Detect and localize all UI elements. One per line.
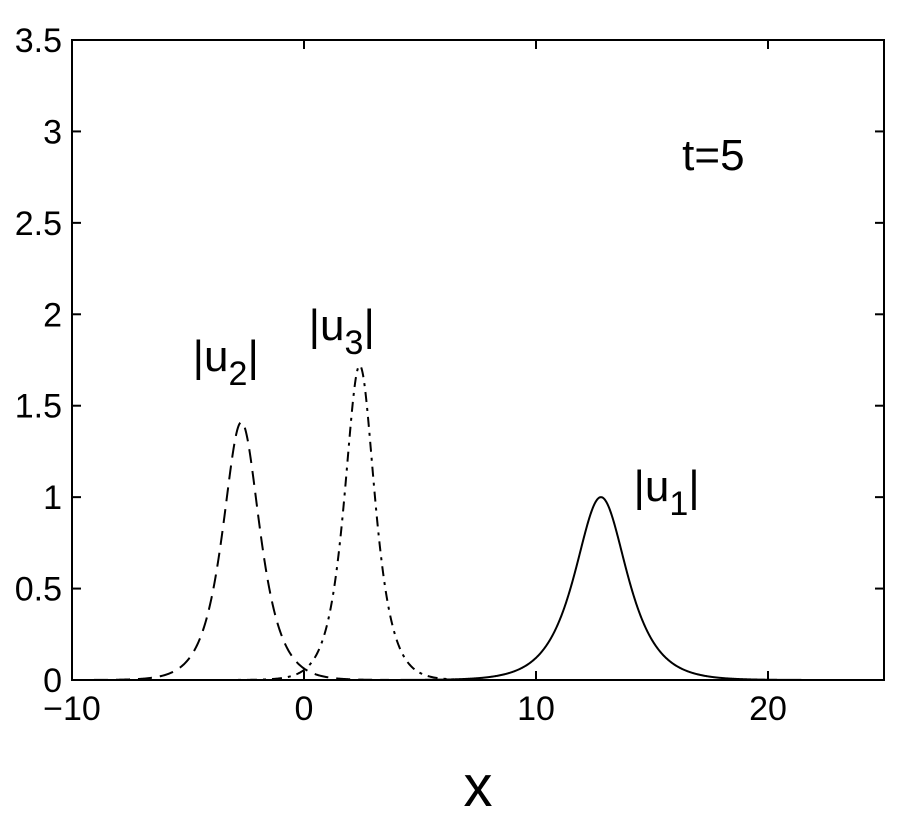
- annotation-subscript: 3: [345, 324, 364, 362]
- y-tick-label: 0.5: [15, 571, 62, 609]
- annotation-close: |: [363, 301, 374, 350]
- series-line-u1: [72, 496, 884, 681]
- annotation-base: |u: [309, 301, 345, 350]
- annotation-base: |u: [633, 462, 669, 511]
- y-tick-label: 1: [43, 479, 62, 517]
- y-tick-label: 3: [43, 113, 62, 151]
- y-tick-label: 2.5: [15, 205, 62, 243]
- annotation-u2: |u2|: [193, 332, 259, 393]
- annotation-u1: |u1|: [633, 462, 699, 523]
- x-tick-label: 10: [517, 690, 555, 728]
- x-tick-label: 0: [295, 690, 314, 728]
- y-tick-label: 2: [43, 296, 62, 334]
- series-line-u3: [72, 364, 884, 681]
- x-tick-label: −10: [43, 690, 101, 728]
- annotation-base: |u: [193, 332, 229, 381]
- x-tick-label: 20: [749, 690, 787, 728]
- x-axis-label: x: [464, 754, 493, 819]
- annotation-subscript: 1: [669, 485, 688, 523]
- y-tick-label: 0: [43, 662, 62, 700]
- annotation-time: t=5: [682, 131, 744, 180]
- annotation-close: |: [688, 462, 699, 511]
- y-tick-label: 3.5: [15, 22, 62, 60]
- annotation-close: |: [247, 332, 258, 381]
- annotation-subscript: 2: [229, 355, 248, 393]
- annotation-u3: |u3|: [309, 301, 375, 362]
- y-tick-label: 1.5: [15, 388, 62, 426]
- series-line-u2: [72, 421, 884, 681]
